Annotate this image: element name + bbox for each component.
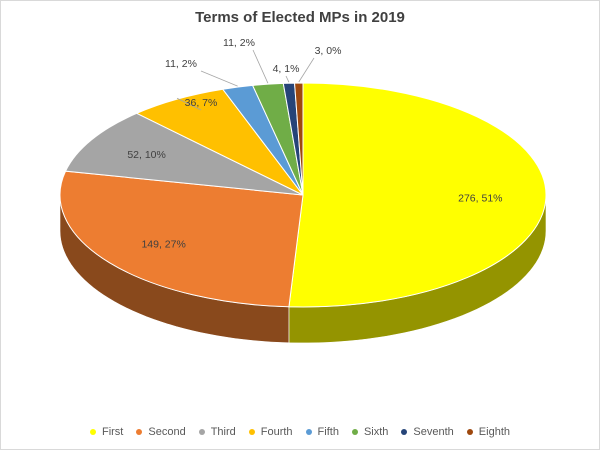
data-label-eighth: 3, 0%	[315, 45, 342, 57]
pie-top	[59, 82, 547, 308]
legend-swatch	[401, 429, 408, 435]
legend-item-third: Third	[198, 426, 236, 438]
legend-label: Third	[210, 426, 236, 438]
slice-third	[64, 112, 304, 196]
leader-line-seventh	[285, 75, 290, 83]
leader-line-eighth	[298, 57, 315, 83]
data-label-fifth: 11, 2%	[165, 58, 197, 70]
legend-label: Fifth	[317, 426, 339, 438]
legend-swatch	[248, 429, 255, 435]
legend-label: First	[101, 426, 124, 438]
legend-swatch	[351, 429, 358, 435]
slice-eighth	[294, 82, 304, 196]
data-label-sixth: 11, 2%	[223, 37, 255, 49]
leader-line-fifth	[200, 70, 238, 87]
legend-label: Second	[148, 426, 186, 438]
data-label-third: 52, 10%	[127, 149, 166, 161]
legend-item-fifth: Fifth	[305, 426, 339, 438]
legend-swatch	[136, 429, 143, 435]
legend-swatch	[305, 429, 312, 435]
legend-item-second: Second	[136, 426, 186, 438]
legend-label: Sixth	[363, 426, 389, 438]
legend-item-eighth: Eighth	[466, 426, 510, 438]
legend-item-first: First	[89, 426, 124, 438]
legend-label: Eighth	[478, 426, 510, 438]
leader-line-sixth	[252, 49, 269, 84]
chart-title: Terms of Elected MPs in 2019	[195, 9, 405, 26]
slice-first	[288, 82, 547, 308]
legend-label: Fourth	[260, 426, 293, 438]
leader-line-fourth	[176, 97, 202, 111]
legend-swatch	[89, 429, 96, 435]
legend-swatch	[466, 429, 473, 435]
legend-item-fourth: Fourth	[248, 426, 293, 438]
legend: First Second Third Fourth Fifth Sixth Seventh E…	[1, 426, 599, 438]
slice-second	[59, 170, 304, 308]
data-label-first: 276, 51%	[458, 192, 502, 204]
legend-item-seventh: Seventh	[401, 426, 454, 438]
legend-item-sixth: Sixth	[351, 426, 389, 438]
legend-swatch	[198, 429, 205, 435]
data-label-fourth: 36, 7%	[185, 97, 218, 109]
pie-chart: 276, 51% 149, 27% 52, 10% 36, 7% 11, 2% 11, 2…	[59, 37, 547, 344]
legend-label: Seventh	[413, 426, 454, 438]
data-labels: 276, 51% 149, 27% 52, 10% 36, 7% 11, 2% 11, 2…	[127, 37, 502, 251]
data-label-second: 149, 27%	[141, 239, 185, 251]
data-label-seventh: 4, 1%	[273, 63, 300, 75]
